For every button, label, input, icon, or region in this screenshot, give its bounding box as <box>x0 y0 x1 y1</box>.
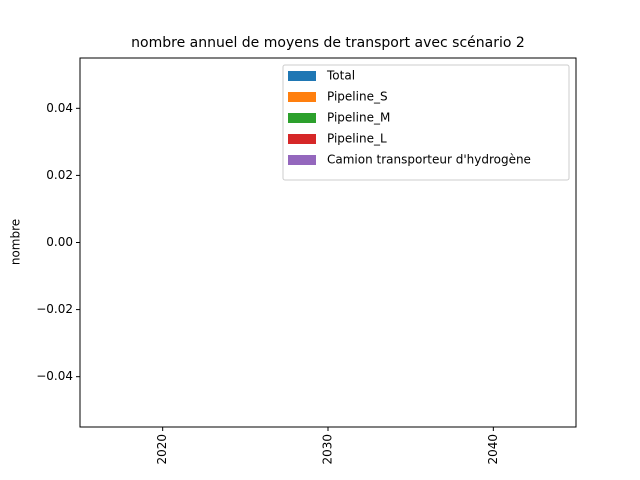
legend-swatch <box>288 92 316 102</box>
legend-label: Pipeline_S <box>327 90 388 104</box>
y-tick-label: −0.02 <box>36 302 73 316</box>
legend-swatch <box>288 134 316 144</box>
y-tick-label: 0.00 <box>46 235 73 249</box>
plot-frame <box>79 57 577 428</box>
legend-label: Camion transporteur d'hydrogène <box>327 153 531 167</box>
legend-label: Pipeline_L <box>327 132 387 146</box>
legend-label: Pipeline_M <box>327 111 390 125</box>
chart-title: nombre annuel de moyens de transport ave… <box>131 35 525 51</box>
legend-swatch <box>288 71 316 81</box>
x-tick-label: 2030 <box>321 434 335 465</box>
legend-label: Total <box>326 69 355 83</box>
x-tick-label: 2040 <box>486 434 500 465</box>
y-axis-label: nombre <box>9 219 23 265</box>
legend-swatch <box>288 155 316 165</box>
y-tick-label: 0.02 <box>46 168 73 182</box>
y-tick-label: −0.04 <box>36 369 73 383</box>
legend-swatch <box>288 113 316 123</box>
y-tick-label: 0.04 <box>46 101 73 115</box>
legend-box <box>282 64 570 181</box>
x-tick-label: 2020 <box>155 434 169 465</box>
